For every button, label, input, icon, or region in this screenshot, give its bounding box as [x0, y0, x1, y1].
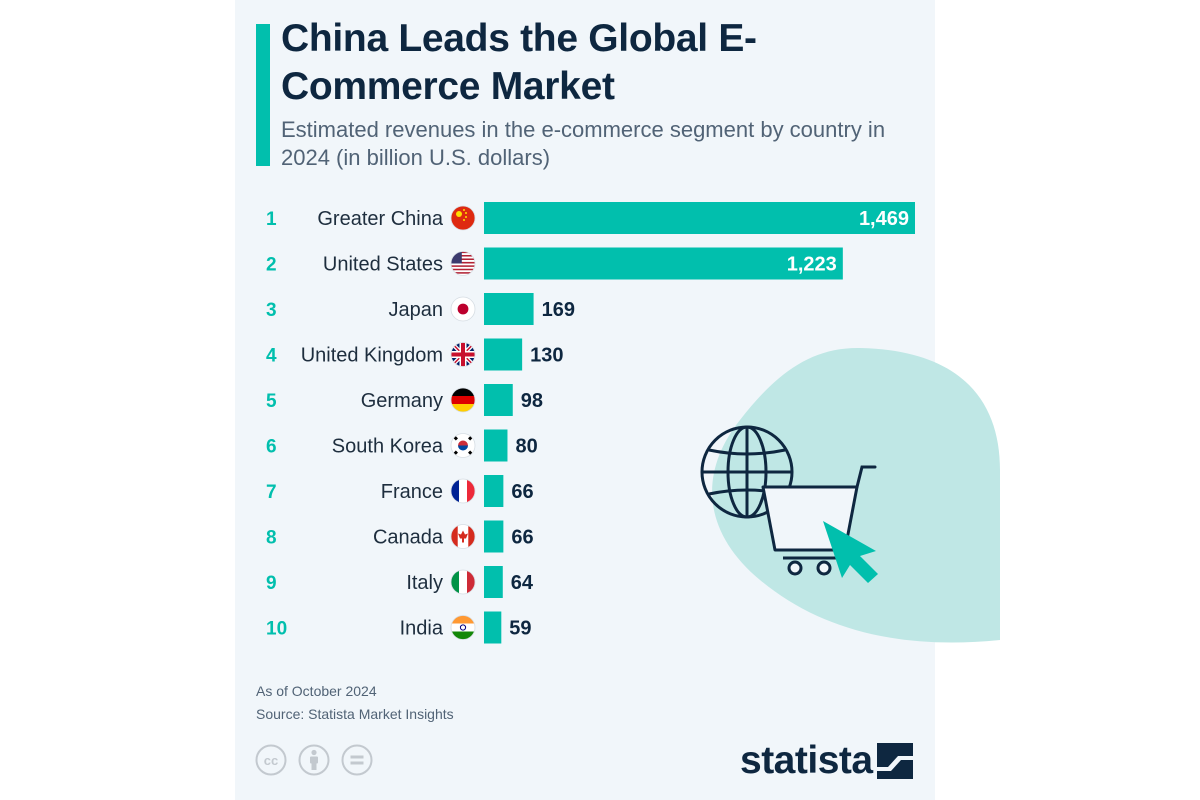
data-label: 130 [530, 345, 563, 367]
bar [484, 293, 534, 325]
rank-label: 5 [266, 391, 277, 412]
category-label: India [400, 618, 444, 640]
category-label: South Korea [332, 436, 444, 458]
bar-row: 5 Germany 98 [266, 384, 543, 416]
category-label: United Kingdom [301, 345, 443, 367]
bar-row: 1 Greater China 1,469 [266, 202, 915, 234]
rank-label: 6 [266, 437, 277, 458]
bar-row: 6 South Korea 80 [266, 429, 538, 462]
bar-row: 10 India 59 [266, 611, 532, 644]
rank-label: 8 [266, 528, 277, 549]
rank-label: 3 [266, 300, 277, 321]
bar [484, 611, 502, 644]
category-label: Japan [389, 299, 444, 321]
flag-icon [450, 524, 476, 549]
bar [484, 520, 504, 553]
bar-row: 3 Japan 169 [266, 293, 575, 325]
category-label: Italy [406, 572, 443, 594]
bar-row: 7 France 66 [266, 475, 534, 507]
bar [484, 384, 513, 416]
statista-logo[interactable]: statista [740, 740, 913, 782]
flag-icon [450, 296, 476, 322]
cursor-arrow-icon [823, 521, 878, 583]
bar-row: 8 Canada 66 [266, 520, 534, 553]
flag-icon [450, 205, 476, 231]
bar [484, 202, 915, 234]
rank-label: 4 [266, 346, 277, 367]
flag-icon [450, 569, 476, 595]
data-label: 66 [511, 527, 533, 549]
data-label: 59 [509, 618, 531, 640]
rank-label: 2 [266, 255, 277, 276]
svg-text:cc: cc [264, 753, 278, 768]
category-label: United States [323, 254, 443, 276]
creative-commons-icon[interactable]: cc [255, 744, 287, 776]
footer-note: As of October 2024 [256, 683, 377, 699]
bar-row: 4 United Kingdom 130 [266, 338, 564, 371]
title-accent-bar [256, 24, 270, 166]
rank-label: 7 [266, 482, 277, 503]
flag-icon [450, 615, 476, 640]
data-label: 169 [542, 299, 575, 321]
no-derivatives-icon[interactable] [341, 744, 373, 776]
data-label: 98 [521, 390, 543, 412]
bar [484, 338, 523, 371]
bar [484, 247, 843, 280]
bar-row: 2 United States 1,223 [266, 247, 843, 280]
data-label: 64 [511, 572, 534, 594]
flag-icon [450, 433, 476, 458]
bar [484, 566, 503, 598]
data-label: 66 [511, 481, 533, 503]
data-label: 1,223 [787, 254, 837, 276]
flag-icon [450, 342, 476, 367]
brand-wordmark: statista [740, 739, 873, 782]
category-label: Germany [361, 390, 443, 412]
data-label: 1,469 [859, 208, 909, 230]
data-label: 80 [515, 436, 537, 458]
category-label: France [381, 481, 443, 503]
bar [484, 475, 504, 507]
category-label: Canada [373, 527, 444, 549]
rank-label: 1 [266, 209, 277, 230]
bar [484, 429, 508, 462]
flag-icon [450, 251, 476, 276]
flag-icon [450, 387, 476, 413]
ecommerce-illustration [700, 347, 1000, 643]
rank-label: 10 [266, 619, 287, 640]
chart-subtitle: Estimated revenues in the e-commerce seg… [281, 117, 886, 170]
attribution-icon[interactable] [298, 744, 330, 776]
category-label: Greater China [317, 208, 443, 230]
rank-label: 9 [266, 573, 277, 594]
chart-title: China Leads the Global E-Commerce Market [281, 17, 757, 108]
statista-logo-icon [876, 743, 913, 779]
source-link[interactable]: Source: Statista Market Insights [256, 706, 454, 722]
bar-row: 9 Italy 64 [266, 566, 534, 598]
flag-icon [450, 478, 476, 504]
